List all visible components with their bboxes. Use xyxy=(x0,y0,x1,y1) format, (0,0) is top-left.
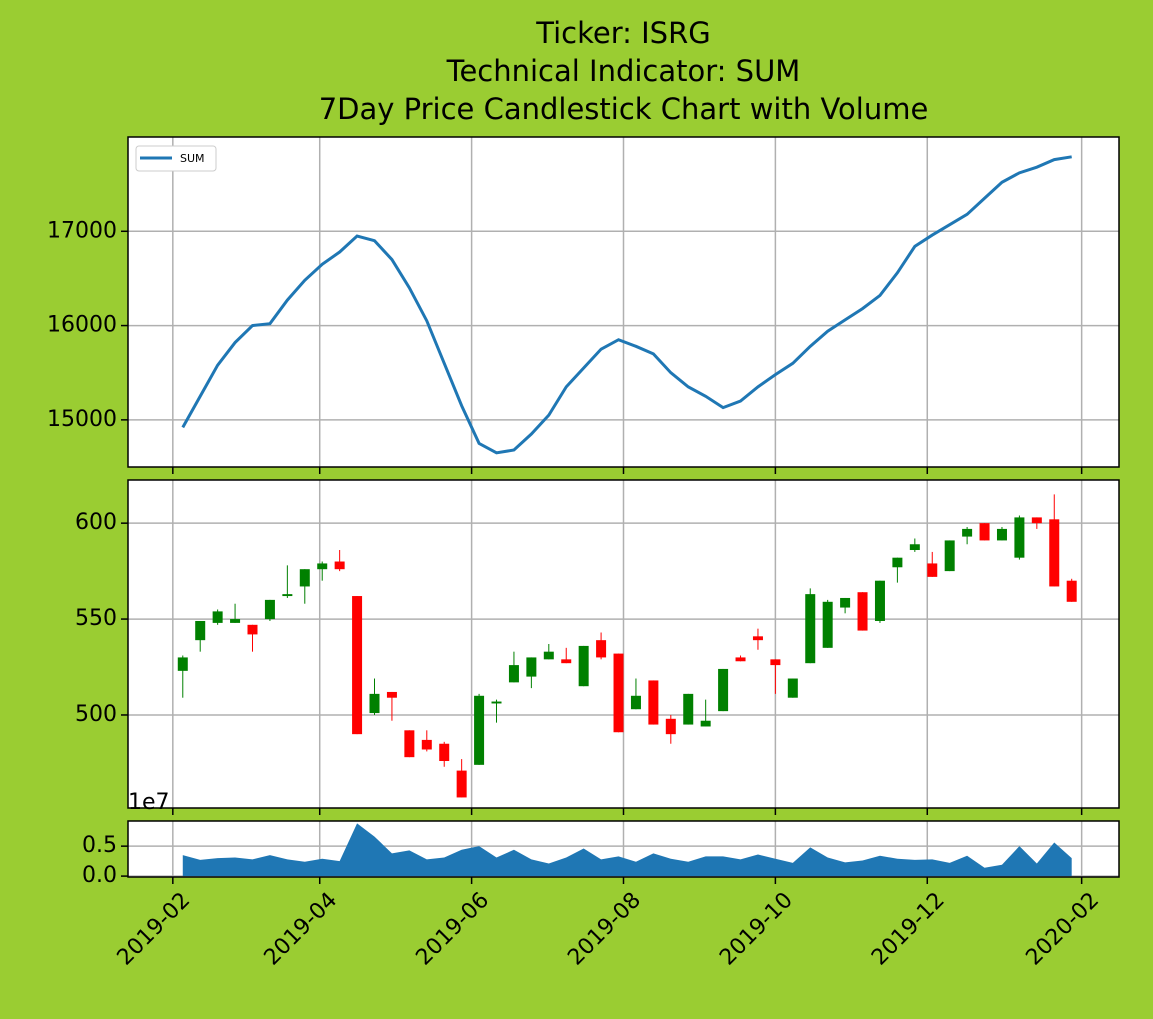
y-offset-label: 1e7 xyxy=(128,790,170,815)
volume-area xyxy=(182,823,1072,877)
x-tick-label: 2019-04 xyxy=(260,888,343,971)
chart-title: 7Day Price Candlestick Chart with Volume xyxy=(319,92,929,126)
candle-body xyxy=(264,599,275,620)
x-tick-label: 2019-08 xyxy=(563,888,646,971)
candle-body xyxy=(787,678,798,698)
x-tick-label: 2019-12 xyxy=(867,888,950,971)
plot-frame xyxy=(127,479,1120,809)
candle-body xyxy=(909,544,920,551)
x-tick-label: 2020-02 xyxy=(1021,888,1104,971)
candle-body xyxy=(247,624,258,635)
candle-body xyxy=(752,636,763,641)
candle-body xyxy=(805,594,816,664)
candle-body xyxy=(456,770,467,798)
candle-body xyxy=(979,523,990,541)
candle-body xyxy=(561,659,572,664)
y-tick-label: 550 xyxy=(75,606,117,631)
candle-body xyxy=(177,657,188,671)
candle-body xyxy=(1031,517,1042,524)
legend-label: SUM xyxy=(180,152,205,165)
plot-frame xyxy=(127,820,1120,878)
candle-body xyxy=(474,695,485,765)
y-tick-label: 600 xyxy=(75,510,117,535)
candle-body xyxy=(944,540,955,572)
candle-body xyxy=(735,657,746,662)
candle-body xyxy=(840,597,851,608)
y-tick-label: 16000 xyxy=(47,313,117,338)
chart-title: Ticker: ISRG xyxy=(535,16,710,50)
chart-title: Technical Indicator: SUM xyxy=(446,54,801,88)
y-tick-label: 500 xyxy=(75,702,117,727)
candle-body xyxy=(404,730,415,758)
candle-body xyxy=(317,563,328,570)
candle-body xyxy=(195,620,206,641)
candle-body xyxy=(927,563,938,577)
candle-body xyxy=(630,695,641,710)
candle-body xyxy=(543,651,554,660)
candle-body xyxy=(526,657,537,677)
panel: 15000 16000 17000 SUM xyxy=(47,136,1120,474)
x-tick-label: 2019-10 xyxy=(715,888,798,971)
candle-body xyxy=(421,739,432,750)
panel: 500 550 600 xyxy=(75,479,1120,815)
candle-body xyxy=(892,557,903,568)
candle-body xyxy=(578,645,589,687)
candle-body xyxy=(491,701,502,704)
x-tick-label: 2019-02 xyxy=(113,888,196,971)
candle-body xyxy=(718,668,729,712)
y-tick-label: 0.5 xyxy=(82,833,117,858)
y-tick-label: 0.0 xyxy=(82,863,117,888)
candle-body xyxy=(665,718,676,735)
candle-body xyxy=(386,691,397,698)
candle-body xyxy=(613,653,624,733)
candle-body xyxy=(996,528,1007,541)
candle-body xyxy=(700,720,711,727)
panel: 2019-02 2019-04 2019-06 2019-08 2019-10 2019-… xyxy=(82,790,1120,971)
candle-body xyxy=(299,569,310,587)
candle-body xyxy=(352,596,363,735)
candle-body xyxy=(1066,580,1077,602)
candle-body xyxy=(282,594,293,597)
candle-body xyxy=(962,528,973,537)
candle-body xyxy=(648,680,659,725)
candle-body xyxy=(334,561,345,570)
y-tick-label: 17000 xyxy=(47,218,117,243)
legend-box xyxy=(135,145,217,172)
candle-body xyxy=(874,580,885,621)
candle-body xyxy=(857,592,868,631)
candle-body xyxy=(683,693,694,725)
candle-body xyxy=(508,665,519,683)
candle-body xyxy=(822,601,833,648)
candle-body xyxy=(596,640,607,658)
candle-body xyxy=(770,659,781,666)
y-tick-label: 15000 xyxy=(47,407,117,432)
plot-frame xyxy=(127,136,1120,468)
candle-body xyxy=(439,743,450,762)
x-tick-label: 2019-06 xyxy=(411,888,494,971)
candle-body xyxy=(1049,519,1060,587)
candle-body xyxy=(230,619,241,623)
candle-body xyxy=(369,693,380,714)
candle-body xyxy=(212,611,223,623)
candle-body xyxy=(1014,517,1025,558)
series-line xyxy=(181,155,1072,455)
